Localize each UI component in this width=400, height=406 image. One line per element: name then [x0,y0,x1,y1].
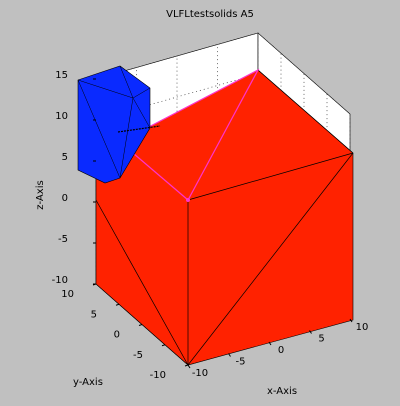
edge [117,125,161,133]
y-tick-label: 5 [91,309,97,320]
x-tick [268,341,272,346]
z-tick-label: 5 [62,152,68,163]
x-tick [309,330,312,334]
y-tick-label: -5 [133,350,143,361]
edge [119,97,134,179]
vertex [186,198,190,202]
x-tick-label: -10 [192,368,208,379]
edge [187,152,354,201]
edge [132,97,151,129]
solids [77,65,354,366]
y-tick [184,364,189,367]
z-tick-label: 0 [62,193,68,204]
z-tick-label: 15 [55,70,68,81]
x-tick-label: 5 [318,334,324,345]
x-tick [349,318,353,323]
y-tick-label: 10 [61,289,74,300]
z-axis-label: z-Axis [35,180,46,209]
highlight-edge [119,68,260,201]
labels: VLFLtestsolids A5 x-Axis y-Axis z-Axis -… [35,9,368,397]
x-axis-label: x-Axis [267,386,297,397]
x-tick-label: 0 [278,345,284,356]
chart-title: VLFLtestsolids A5 [166,9,254,20]
y-tick [138,324,143,326]
y-tick [161,344,166,347]
edge [187,152,354,366]
y-axis-label: y-Axis [73,377,103,388]
z-tick-label: -5 [58,234,68,245]
x-tick [228,353,231,357]
x-tick-label: 10 [356,322,369,333]
grid-line [95,32,351,115]
edge [77,79,121,179]
edge [119,65,134,99]
y-tick [115,303,120,306]
edge [95,199,189,366]
y-tick-label: -10 [150,370,166,381]
x-tick-label: -5 [236,357,246,368]
x-tick [187,364,191,369]
z-tick-label: 10 [55,111,68,122]
edge [257,69,354,154]
z-tick-label: -10 [52,275,68,286]
y-tick-label: 0 [114,330,120,341]
